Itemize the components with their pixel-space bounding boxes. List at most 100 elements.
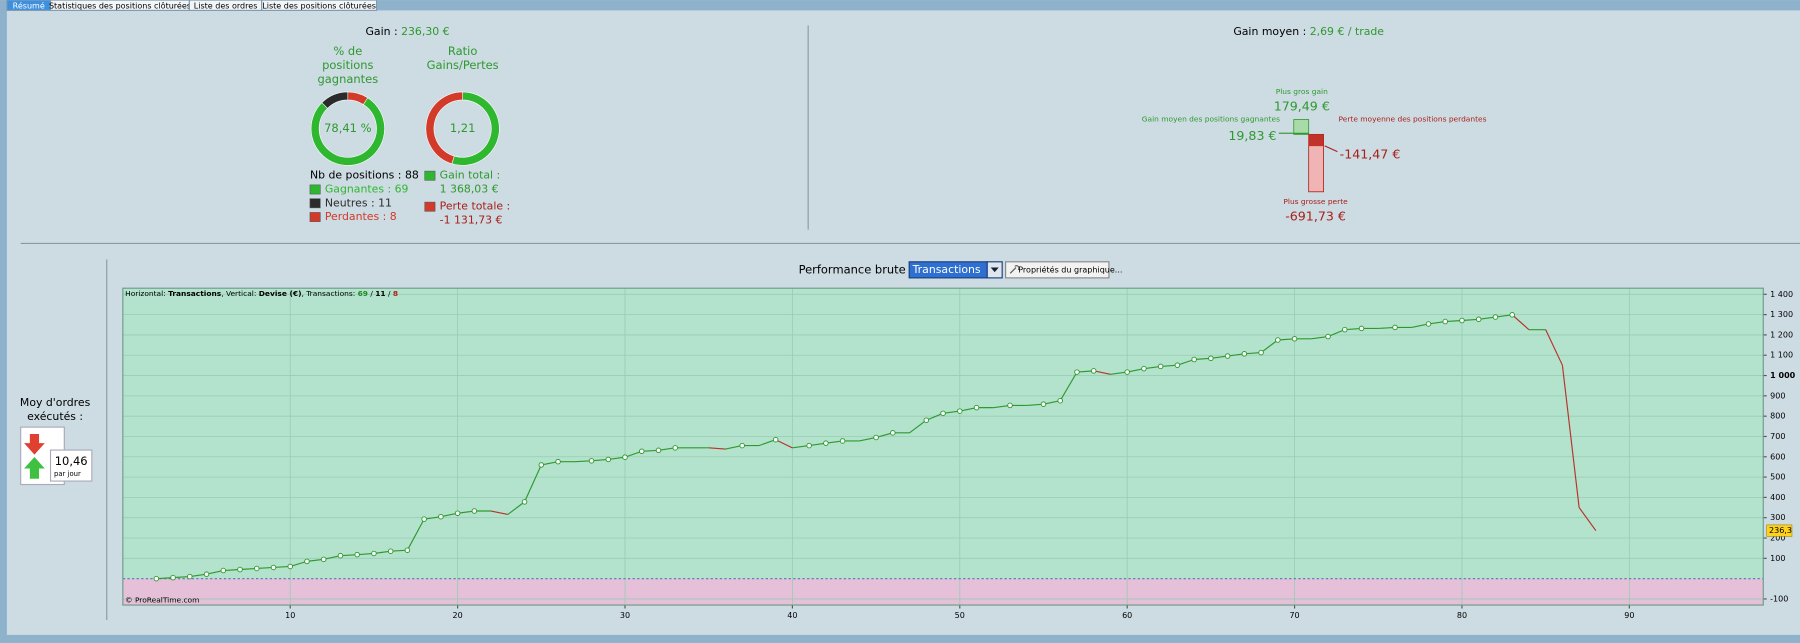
line-segment — [424, 516, 441, 520]
y-tick-label: 600 — [1770, 452, 1785, 461]
orders-value: 10,46 — [55, 454, 88, 468]
donut-title: Ratio — [448, 44, 477, 58]
properties-icon — [1009, 265, 1020, 274]
legend-swatch — [309, 184, 321, 195]
point — [337, 552, 344, 559]
y-tick-label: 1 300 — [1770, 310, 1793, 319]
line-segment — [624, 450, 642, 458]
gain-label: Gain : — [365, 25, 397, 38]
line-segment — [1059, 371, 1078, 402]
line-segment — [1378, 326, 1396, 329]
orders-title: Moy d'ordres — [20, 396, 91, 409]
tab[interactable] — [261, 0, 378, 11]
line-segment — [859, 436, 877, 442]
point — [1258, 349, 1264, 356]
line-segment — [189, 573, 207, 578]
x-tick-label: 60 — [1122, 611, 1132, 620]
tab-label: Résumé — [13, 0, 45, 10]
line-segment — [406, 518, 425, 551]
total-label: Nb de positions : — [310, 169, 402, 182]
point — [270, 564, 277, 571]
legend-entry: Perdantes : 8 — [325, 210, 397, 223]
avg-gain-bar — [1293, 132, 1309, 135]
donut-center: 78,41 % — [324, 121, 371, 135]
point — [1007, 402, 1013, 409]
last-value-badge — [1766, 524, 1793, 537]
line-segment — [1277, 338, 1295, 341]
orders-unit: par jour — [54, 470, 81, 478]
point — [237, 566, 243, 573]
line-segment — [1545, 329, 1563, 366]
donut-center: 1,21 — [450, 121, 476, 135]
point — [1509, 312, 1515, 318]
gain-line: Gain : 236,30 € — [365, 25, 449, 38]
line-segment — [1461, 318, 1479, 322]
point — [438, 513, 444, 520]
avg-caption: Perte moyenne des positions perdantes — [1339, 114, 1487, 123]
legend-entry: Gagnantes : 69 — [325, 182, 409, 195]
point — [1358, 325, 1365, 332]
line-segment — [239, 567, 257, 571]
y-tick-label: 1 000 — [1770, 371, 1796, 380]
line-segment — [608, 456, 626, 460]
point — [1442, 318, 1448, 325]
legend-label: Perdantes : — [325, 210, 386, 223]
avg-caption: Plus gros gain — [1276, 87, 1328, 96]
line-segment — [875, 432, 893, 439]
donut-segment — [425, 91, 463, 165]
point — [1492, 314, 1499, 320]
x-tick-label: 90 — [1624, 611, 1634, 620]
line-segment — [1177, 358, 1195, 366]
line-segment — [1428, 320, 1446, 325]
line-segment — [658, 447, 676, 451]
arrow-down — [24, 434, 45, 455]
point — [521, 499, 528, 505]
point — [555, 458, 561, 465]
avg-title: Gain moyen : 2,69 € / trade — [1233, 25, 1384, 38]
point — [471, 508, 478, 514]
point — [890, 430, 896, 436]
point — [320, 556, 327, 563]
line-segment — [792, 445, 810, 449]
info-part: , Transactions: — [301, 289, 357, 298]
line-segment — [273, 565, 291, 569]
y-tick-label: 1 400 — [1770, 290, 1793, 299]
point — [839, 438, 846, 444]
point — [220, 567, 227, 574]
point — [1291, 336, 1298, 342]
line-segment — [1344, 327, 1362, 331]
point — [588, 458, 595, 464]
point — [253, 565, 260, 572]
info-part: Devise (€) — [259, 289, 302, 298]
legend-label: Perte totale : — [440, 200, 511, 213]
properties-button[interactable] — [1005, 261, 1110, 279]
point — [940, 410, 946, 417]
line-segment — [156, 577, 174, 580]
line-segment — [1143, 365, 1161, 370]
point — [1191, 356, 1197, 363]
line-segment — [390, 549, 408, 552]
y-tick-label: 800 — [1770, 412, 1785, 421]
avg-amount: -691,73 € — [1285, 209, 1346, 224]
legend-label: Gagnantes : — [325, 182, 391, 195]
line-segment — [1093, 370, 1111, 375]
point — [1157, 363, 1164, 370]
point — [772, 436, 779, 443]
avg-caption: Gain moyen des positions gagnantes — [1142, 114, 1280, 123]
max-gain-bar — [1293, 119, 1310, 135]
point — [655, 447, 662, 454]
legend-swatch — [424, 201, 436, 212]
point — [1141, 365, 1147, 372]
line-segment — [1260, 339, 1279, 354]
line-segment — [1495, 314, 1513, 318]
point — [1074, 369, 1080, 375]
y-tick-label: 400 — [1770, 493, 1785, 502]
line-segment — [1445, 319, 1462, 323]
avg-label: Gain moyen : — [1233, 25, 1306, 38]
x-tick-label: 30 — [620, 611, 630, 620]
info-part: Transactions — [168, 289, 222, 298]
avg-loss-bar — [1308, 134, 1324, 147]
line-segment — [1578, 507, 1597, 531]
x-tick-label: 70 — [1289, 611, 1299, 620]
